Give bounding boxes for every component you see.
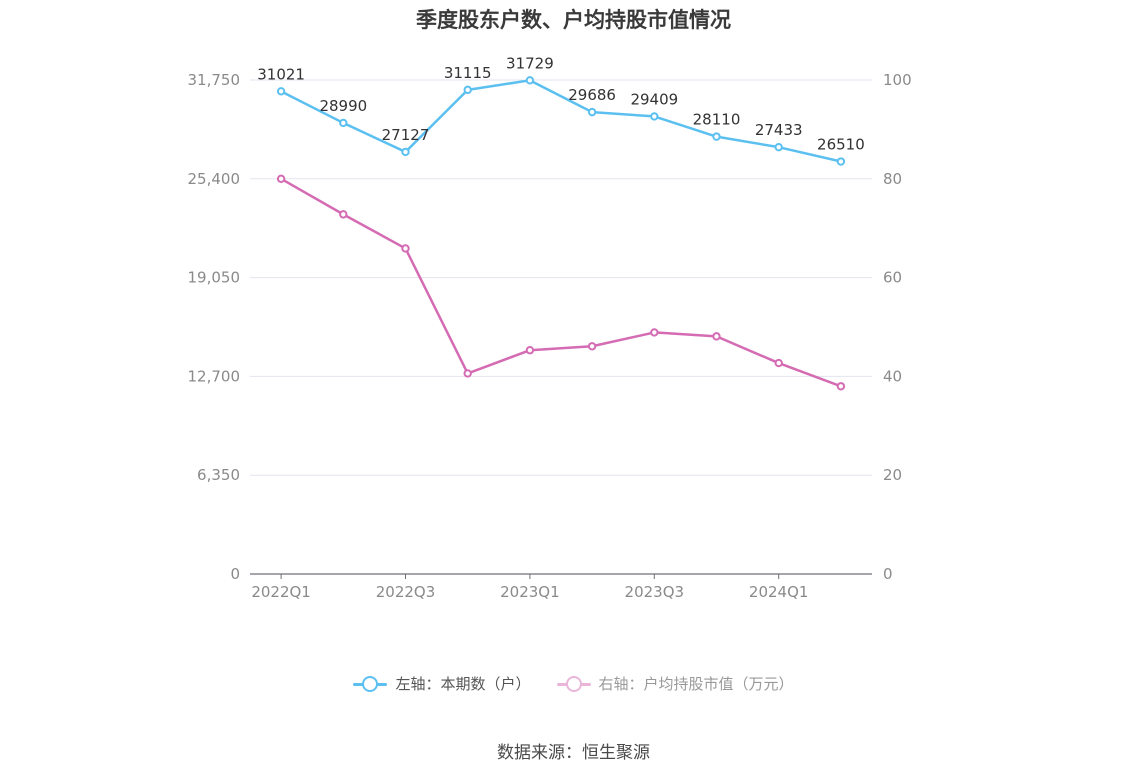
left-axis-tick-label: 6,350: [197, 466, 240, 484]
data-point-left: [712, 132, 721, 141]
data-point-right: [650, 328, 659, 337]
data-label: 27127: [382, 126, 430, 144]
right-axis-tick-label: 100: [883, 71, 912, 89]
data-point-right: [836, 382, 846, 391]
right-axis-tick-label: 80: [883, 170, 902, 188]
data-point-left: [650, 112, 659, 121]
data-point-right: [774, 358, 783, 368]
series-line-left: [280, 79, 842, 163]
data-point-right: [712, 332, 721, 341]
legend-right-series-label: 右轴：户均持股市值（万元）: [598, 675, 794, 693]
data-label: 28110: [693, 111, 741, 129]
left-axis-tick-label: 19,050: [188, 269, 241, 287]
data-point-left: [774, 142, 783, 152]
data-point-right: [463, 369, 472, 378]
data-label: 31115: [444, 64, 492, 82]
data-label: 31729: [506, 54, 554, 72]
data-point-right: [276, 174, 286, 184]
x-axis-tick-label: 2022Q1: [251, 583, 311, 601]
data-point-left: [836, 157, 846, 166]
data-label: 26510: [817, 136, 865, 154]
data-point-left: [401, 147, 410, 157]
data-label: 29409: [630, 90, 678, 108]
legend-item-left-series[interactable]: 左轴：本期数（户）: [353, 673, 531, 694]
right-axis-tick-label: 20: [883, 466, 902, 484]
legend-left-series-label: 左轴：本期数（户）: [395, 675, 531, 693]
x-axis-tick-label: 2024Q1: [749, 583, 809, 601]
chart-legend: 左轴：本期数（户） 右轴：户均持股市值（万元）: [0, 673, 1147, 694]
chart-title: 季度股东户数、户均持股市值情况: [416, 8, 731, 32]
right-axis-tick-label: 0: [883, 565, 893, 583]
data-point-left: [339, 118, 348, 128]
left-axis-tick-label: 0: [230, 565, 240, 583]
series-line-right: [280, 177, 842, 388]
legend-left-series-marker-icon: [353, 674, 388, 694]
x-axis-tick-label: 2022Q3: [376, 583, 436, 601]
left-axis-tick-label: 31,750: [188, 71, 241, 89]
data-point-left: [587, 107, 597, 117]
data-point-right: [401, 244, 410, 253]
data-label: 27433: [755, 121, 803, 139]
data-source-note: 数据来源：恒生聚源: [497, 743, 650, 763]
data-point-right: [339, 210, 348, 219]
legend-item-right-series[interactable]: 右轴：户均持股市值（万元）: [556, 673, 794, 694]
data-point-left: [525, 76, 535, 85]
right-axis-tick-label: 40: [883, 367, 902, 385]
data-point-left: [276, 87, 286, 96]
data-point-right: [587, 342, 597, 351]
right-axis-tick-label: 60: [883, 269, 902, 287]
x-axis-tick-label: 2023Q1: [500, 583, 560, 601]
data-label: 29686: [568, 86, 616, 104]
left-axis-tick-label: 12,700: [188, 367, 241, 385]
left-axis-tick-label: 25,400: [188, 170, 241, 188]
data-point-right: [525, 346, 535, 355]
x-axis-tick-label: 2023Q3: [625, 583, 685, 601]
data-label: 31021: [257, 65, 305, 83]
data-point-left: [463, 85, 472, 95]
data-label: 28990: [319, 97, 367, 115]
legend-right-series-marker-icon: [556, 674, 591, 694]
